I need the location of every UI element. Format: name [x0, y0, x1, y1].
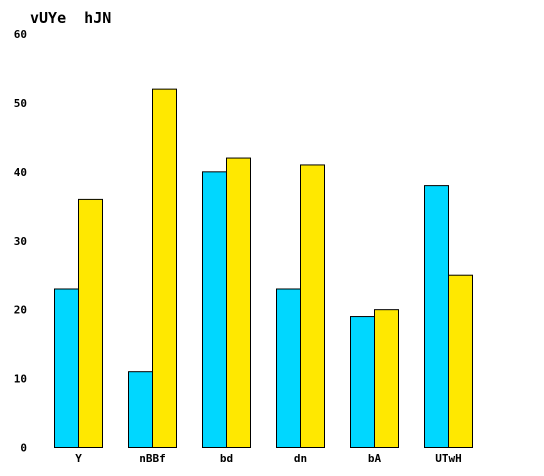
- bar-Y-series-1: [54, 288, 79, 448]
- x-tick-label-UTwH: UTwH: [435, 452, 462, 465]
- bar-bd-series-2: [226, 157, 251, 449]
- chart-title: vUYe hJN: [30, 9, 112, 27]
- x-tick-label-Y: Y: [75, 452, 82, 465]
- bar-nBBf-series-1: [128, 371, 153, 449]
- bar-dn-series-1: [276, 288, 301, 448]
- bar-Y-series-2: [78, 198, 103, 448]
- y-tick-label: 10: [14, 373, 27, 386]
- y-tick-label: 20: [14, 304, 27, 317]
- y-tick-label: 0: [20, 442, 27, 455]
- bar-dn-series-2: [300, 164, 325, 448]
- bar-nBBf-series-2: [152, 88, 177, 448]
- y-tick-label: 40: [14, 166, 27, 179]
- bar-UTwH-series-1: [424, 185, 449, 448]
- bars: [54, 88, 473, 449]
- x-tick-label-dn: dn: [294, 452, 307, 465]
- bar-bA-series-2: [374, 309, 399, 448]
- bar-UTwH-series-2: [448, 274, 473, 449]
- bar-bd-series-1: [202, 171, 227, 448]
- bar-bA-series-1: [350, 316, 375, 448]
- y-tick-label: 60: [14, 28, 27, 41]
- x-tick-label-bd: bd: [220, 452, 233, 465]
- y-tick-label: 50: [14, 97, 27, 110]
- x-tick-label-bA: bA: [368, 452, 382, 465]
- y-tick-label: 30: [14, 235, 27, 248]
- x-tick-label-nBBf: nBBf: [139, 452, 166, 465]
- y-axis-tick-labels: 0 10 20 30 40 50 60: [14, 28, 27, 455]
